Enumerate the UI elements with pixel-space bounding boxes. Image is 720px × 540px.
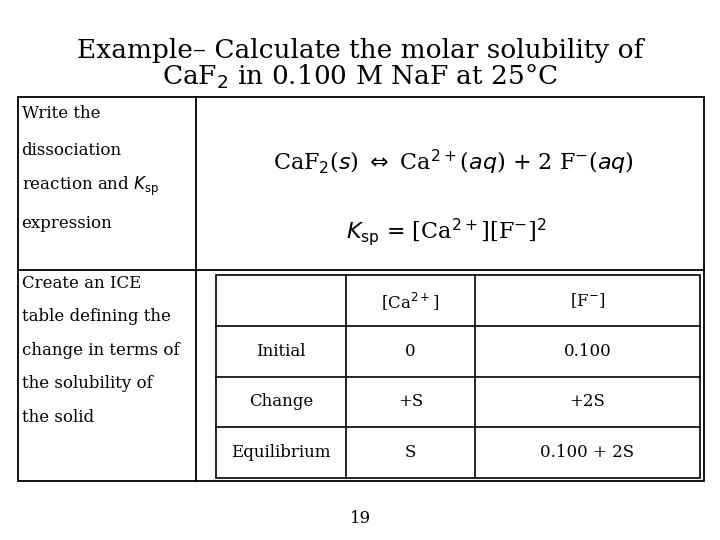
Text: S: S <box>405 444 416 461</box>
Text: the solid: the solid <box>22 409 94 426</box>
Text: Write the: Write the <box>22 105 100 122</box>
Text: Example– Calculate the molar solubility of: Example– Calculate the molar solubility … <box>77 38 643 63</box>
Text: reaction and $K_{\mathrm{sp}}$: reaction and $K_{\mathrm{sp}}$ <box>22 176 159 198</box>
Text: expression: expression <box>22 215 112 232</box>
Text: [F$^{-}$]: [F$^{-}$] <box>570 291 606 310</box>
Text: Change: Change <box>248 394 313 410</box>
FancyBboxPatch shape <box>18 97 704 481</box>
Text: CaF$_2$ in 0.100 M NaF at 25°C: CaF$_2$ in 0.100 M NaF at 25°C <box>162 62 558 91</box>
Text: 19: 19 <box>349 510 371 527</box>
Text: Equilibrium: Equilibrium <box>231 444 330 461</box>
Text: 0: 0 <box>405 343 415 360</box>
Text: $K_{\mathrm{sp}}$ = [Ca$^{2+}$][F$^{-}$]$^2$: $K_{\mathrm{sp}}$ = [Ca$^{2+}$][F$^{-}$]… <box>346 216 546 248</box>
FancyBboxPatch shape <box>216 275 700 478</box>
Text: 0.100: 0.100 <box>564 343 611 360</box>
Text: table defining the: table defining the <box>22 308 171 326</box>
Text: Create an ICE: Create an ICE <box>22 275 141 292</box>
Text: [Ca$^{2+}$]: [Ca$^{2+}$] <box>381 290 440 312</box>
Text: Initial: Initial <box>256 343 305 360</box>
Text: +S: +S <box>397 394 423 410</box>
Text: the solubility of: the solubility of <box>22 375 153 393</box>
Text: CaF$_2$($s$) $\Leftrightarrow$ Ca$^{2+}$($aq$) + 2 F$^{-}$($aq$): CaF$_2$($s$) $\Leftrightarrow$ Ca$^{2+}$… <box>273 147 634 177</box>
Text: change in terms of: change in terms of <box>22 342 179 359</box>
Text: +2S: +2S <box>570 394 606 410</box>
Text: 0.100 + 2S: 0.100 + 2S <box>541 444 634 461</box>
Text: dissociation: dissociation <box>22 141 122 159</box>
